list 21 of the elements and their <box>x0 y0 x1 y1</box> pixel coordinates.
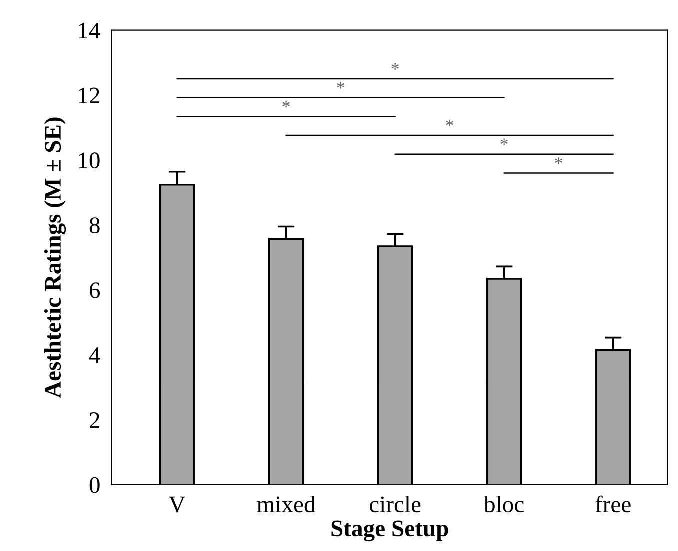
y-tick-label: 4 <box>89 348 100 364</box>
annotation: * <box>337 82 344 89</box>
x-axis-title: Stage Setup <box>332 520 448 542</box>
y-tick-label: 6 <box>90 282 100 298</box>
y-tick-label: 10 <box>79 152 100 169</box>
annotation: * <box>282 101 290 108</box>
x-tick-label: circle <box>370 496 421 513</box>
y-tick-label: 0 <box>90 477 100 494</box>
annotation: * <box>392 63 399 70</box>
y-tick-label: 14 <box>79 22 100 38</box>
annotation: * <box>500 138 508 146</box>
x-tick-label: V <box>169 496 186 513</box>
x-tick-label: mixed <box>257 496 316 513</box>
y-tick-label: 8 <box>90 218 100 234</box>
x-tick-label: bloc <box>484 496 524 513</box>
x-tick-label: free <box>596 496 631 513</box>
y-tick-label: 12 <box>79 88 100 104</box>
y-tick-label: 2 <box>90 412 100 428</box>
annotation: * <box>446 120 454 126</box>
y-axis-title: Aesthtetic Ratings (M ± SE) <box>44 118 66 398</box>
annotation: * <box>555 158 562 164</box>
